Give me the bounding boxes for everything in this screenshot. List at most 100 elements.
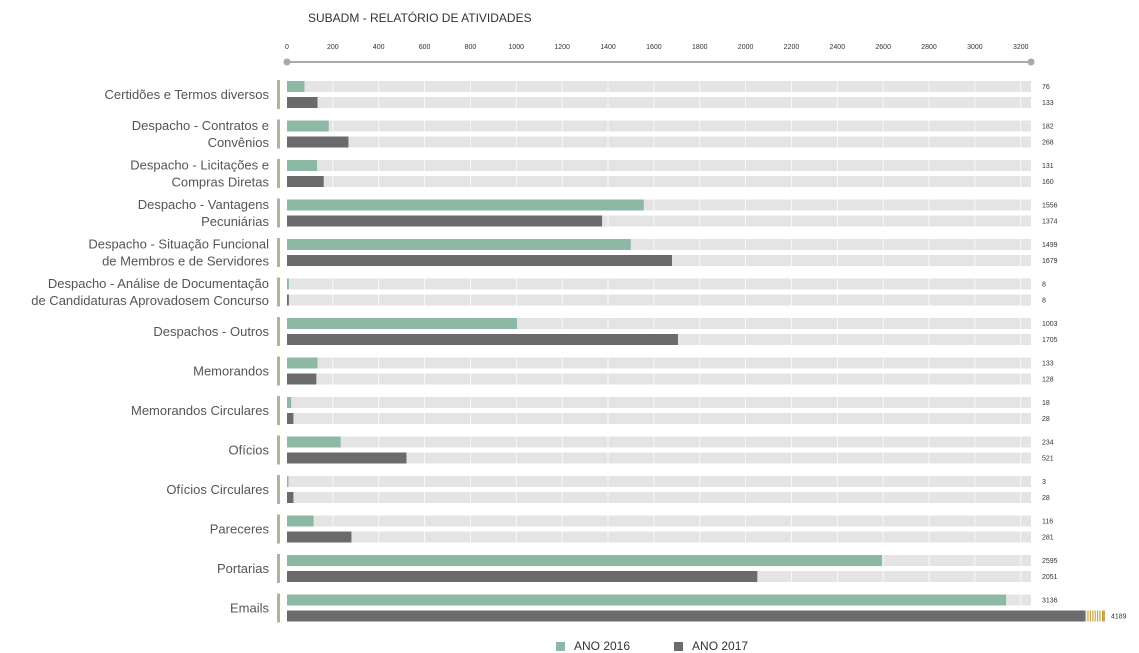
bar-value-label: 1679 <box>1042 258 1058 265</box>
x-tick-label: 2400 <box>830 44 846 51</box>
category-marker <box>277 396 280 425</box>
bar-track <box>287 373 1031 385</box>
bar-track <box>287 413 1031 424</box>
bar-2017 <box>287 215 603 227</box>
x-tick-label: 1000 <box>509 44 525 51</box>
bar-2017 <box>287 610 1085 622</box>
category-marker <box>277 159 280 188</box>
bar-track <box>287 476 1031 487</box>
bar-track <box>287 515 1031 527</box>
bar-value-label: 128 <box>1042 377 1054 384</box>
bar-value-label: 3 <box>1042 479 1046 486</box>
bar-2017 <box>287 373 317 385</box>
category-label: de Membros e de Servidores <box>102 254 269 269</box>
bar-value-label: 131 <box>1042 163 1054 170</box>
bar-value-label: 8 <box>1042 298 1046 305</box>
bar-2016 <box>287 515 314 527</box>
bar-2017 <box>287 531 352 543</box>
bar-value-label: 133 <box>1042 361 1054 368</box>
bar-track <box>287 531 1031 543</box>
bar-2017 <box>287 413 294 424</box>
category-marker <box>277 356 280 386</box>
bar-2017 <box>287 176 324 187</box>
bar-2016 <box>287 357 318 369</box>
bar-track <box>287 436 1031 448</box>
x-tick-label: 800 <box>465 44 477 51</box>
bar-2016 <box>287 199 644 211</box>
bar-2017 <box>287 255 672 266</box>
category-marker <box>277 317 280 346</box>
bar-value-label: 28 <box>1042 495 1050 502</box>
bar-2016 <box>287 555 883 566</box>
category-label: Despacho - Licitações e <box>130 158 269 173</box>
bar-value-label: 1556 <box>1042 203 1058 210</box>
category-label: Pareceres <box>210 522 270 537</box>
x-tick-label: 1400 <box>600 44 616 51</box>
bar-value-label: 234 <box>1042 440 1054 447</box>
bar-2016 <box>287 397 292 408</box>
legend-swatch-2017 <box>674 641 684 651</box>
category-marker <box>277 435 280 465</box>
category-marker <box>277 514 280 544</box>
bar-track <box>287 278 1031 290</box>
bar-track <box>287 97 1031 108</box>
bar-overflow-stripe <box>1092 610 1094 622</box>
bar-2016 <box>287 120 329 132</box>
bar-value-label: 2595 <box>1042 558 1058 565</box>
bar-2017 <box>287 97 318 108</box>
bar-2017 <box>287 334 678 345</box>
x-tick-label: 400 <box>373 44 385 51</box>
bar-2016 <box>287 476 289 487</box>
bar-overflow-stripe <box>1089 610 1091 622</box>
category-label: Ofícios Circulares <box>166 482 269 497</box>
bar-value-label: 521 <box>1042 456 1054 463</box>
bar-value-label: 281 <box>1042 535 1054 542</box>
category-label: Despacho - Contratos e <box>132 118 269 133</box>
bar-value-label: 8 <box>1042 282 1046 289</box>
category-label: Memorandos Circulares <box>131 403 269 418</box>
legend-item-2016: ANO 2016 <box>556 639 630 653</box>
category-label: Certidões e Termos diversos <box>105 87 270 102</box>
bar-overflow-stripe <box>1099 610 1101 622</box>
category-label: Ofícios <box>229 443 270 458</box>
bar-2016 <box>287 239 631 250</box>
bar-track <box>287 176 1031 187</box>
chart-title: SUBADM - RELATÓRIO DE ATIVIDADES <box>308 11 532 25</box>
bar-2017 <box>287 136 349 148</box>
legend-item-2017: ANO 2017 <box>674 639 748 653</box>
bar-2016 <box>287 594 1007 606</box>
x-tick-label: 2800 <box>921 44 937 51</box>
bar-track <box>287 397 1031 408</box>
bar-value-label: 1003 <box>1042 321 1058 328</box>
category-marker <box>277 277 280 307</box>
bar-track <box>287 160 1031 171</box>
category-label: Despacho - Análise de Documentação <box>48 276 269 291</box>
category-label: Portarias <box>217 561 270 576</box>
bar-2016 <box>287 160 318 171</box>
category-label: Convênios <box>208 135 270 150</box>
bar-2016 <box>287 318 517 329</box>
bar-track <box>287 452 1031 464</box>
bar-value-label: 1705 <box>1042 337 1058 344</box>
bar-2017 <box>287 492 294 503</box>
category-label: Pecuniárias <box>201 214 269 229</box>
category-label: Despacho - Vantagens <box>138 197 270 212</box>
x-tick-label: 1600 <box>646 44 662 51</box>
category-label: de Candidaturas Aprovadosem Concurso <box>31 293 269 308</box>
bar-value-label: 116 <box>1042 519 1053 526</box>
bar-2017 <box>287 571 758 582</box>
bar-2016 <box>287 278 289 290</box>
x-axis-start-dot <box>283 58 291 66</box>
bar-track <box>287 492 1031 503</box>
category-label: Despachos - Outros <box>153 324 269 339</box>
category-marker <box>277 198 280 228</box>
x-tick-label: 1800 <box>692 44 708 51</box>
bar-value-label: 18 <box>1042 400 1050 407</box>
bar-overflow-stripe <box>1084 610 1087 622</box>
bar-track <box>287 294 1031 306</box>
legend-swatch-2016 <box>556 641 565 651</box>
category-marker <box>277 475 280 504</box>
bar-overflow-cap <box>1101 610 1105 622</box>
x-tick-label: 2600 <box>875 44 891 51</box>
